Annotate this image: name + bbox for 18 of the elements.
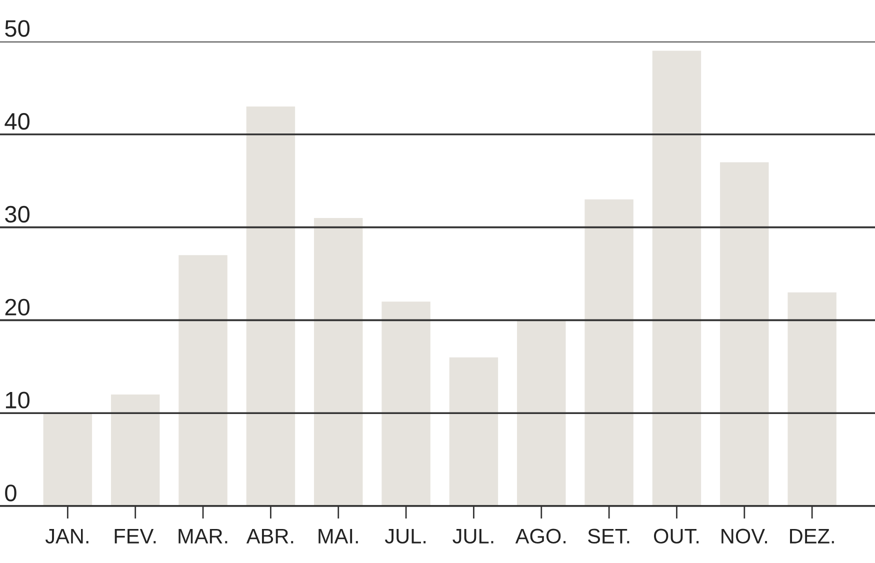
x-tick-label: NOV. <box>722 528 768 544</box>
y-tick-label: 40 <box>4 113 30 130</box>
x-tick-label: AGO. <box>515 528 566 544</box>
x-tick-label: FEV. <box>114 528 156 544</box>
x-tick-label: DEZ. <box>790 528 834 544</box>
x-tick-label: MAR. <box>178 528 228 544</box>
x-tick-label: JAN. <box>45 528 88 544</box>
y-tick-label: 20 <box>5 298 30 316</box>
x-tick-label: MAI. <box>318 528 358 544</box>
y-tick-label: 10 <box>6 392 30 408</box>
y-tick-label: 30 <box>5 206 30 223</box>
y-tick-label: 50 <box>5 20 30 37</box>
x-tick-label: OUT. <box>654 528 699 544</box>
y-tick-label: 0 <box>5 484 16 502</box>
x-tick-label: SET. <box>588 528 630 544</box>
x-tick-label: JUL. <box>452 528 494 544</box>
x-tick-label: ABR. <box>246 528 294 544</box>
x-tick-label: JUL. <box>384 528 426 544</box>
